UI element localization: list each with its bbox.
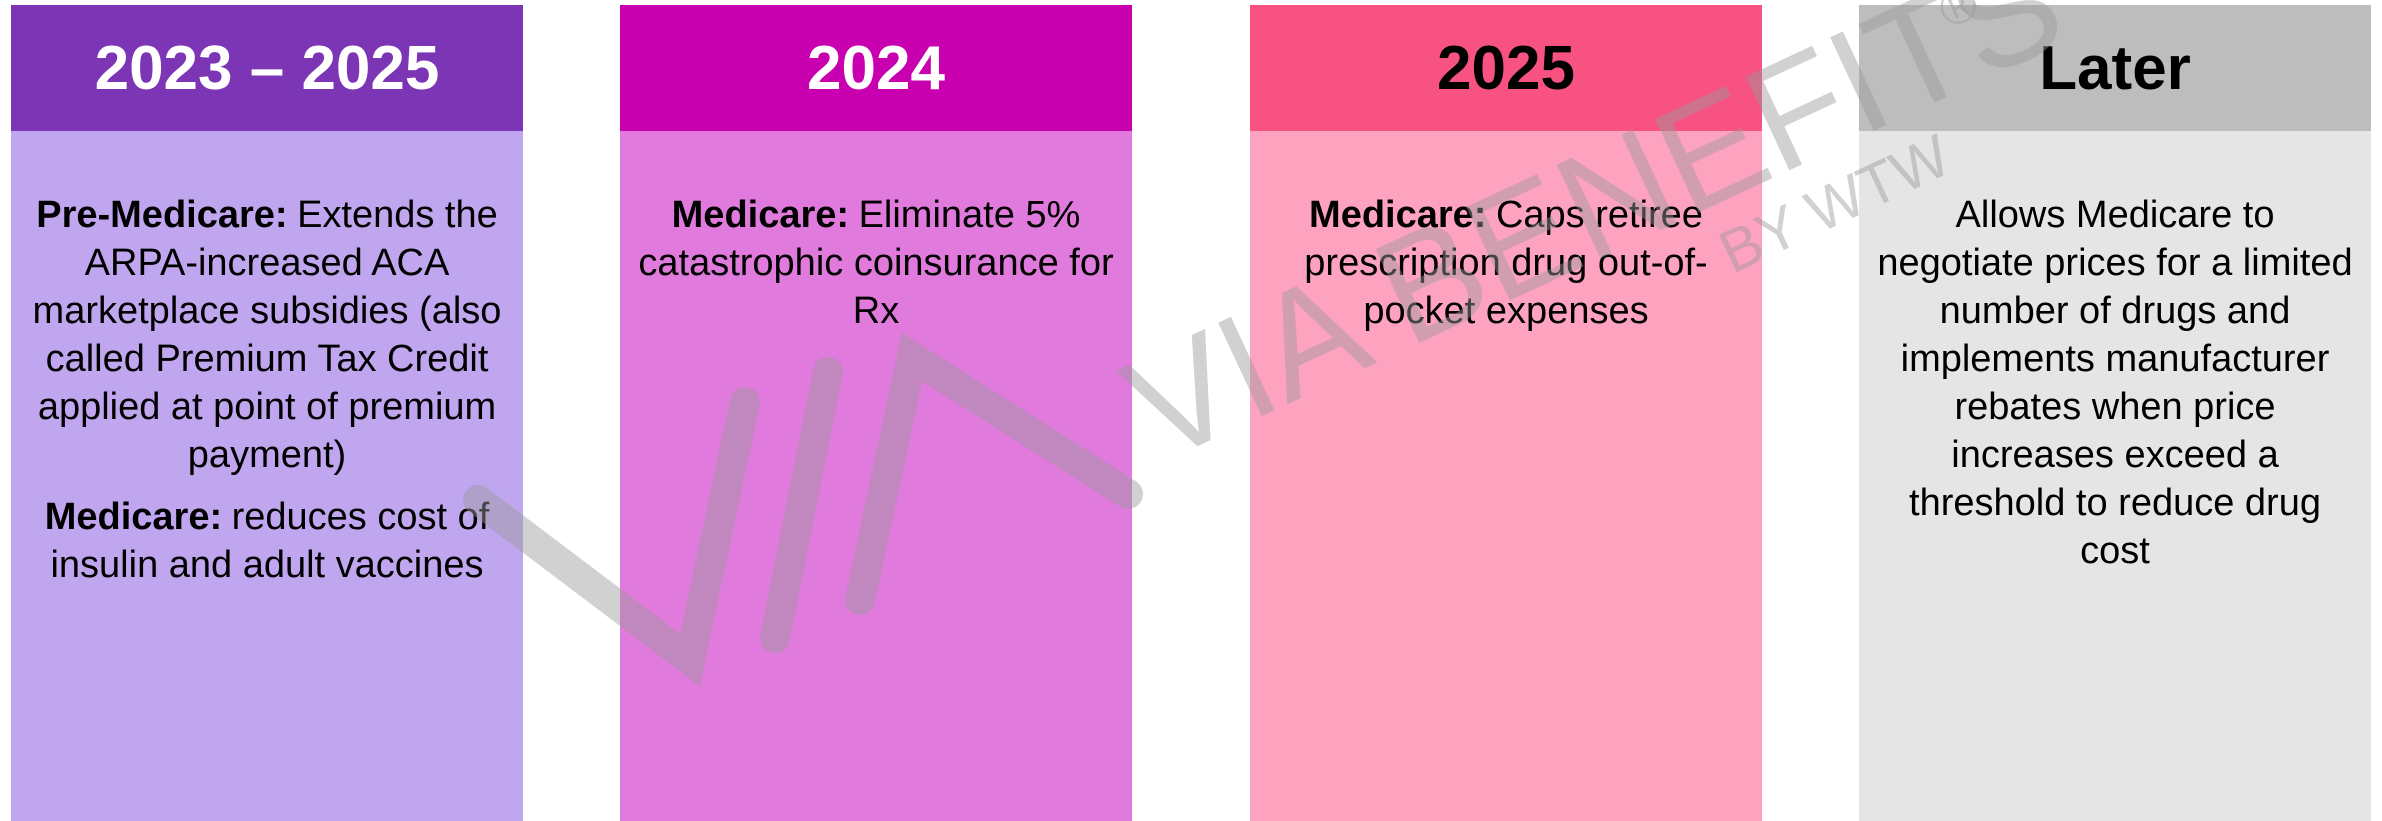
paragraph-lead: Medicare: xyxy=(44,496,223,538)
paragraph: Medicare: Eliminate 5% catastrophic coins… xyxy=(634,191,1118,335)
column-header: 2025 xyxy=(1250,5,1762,131)
paragraph: Allows Medicare to negotiate prices for … xyxy=(1873,191,2357,575)
paragraph: Pre-Medicare: Extends the ARPA-increased … xyxy=(25,191,509,479)
column: Later Allows Medicare to negotiate prices… xyxy=(1859,5,2371,821)
paragraph-text: Caps retiree prescription drug out-of-po… xyxy=(1304,194,1708,332)
column-header: 2023 – 2025 xyxy=(11,5,523,131)
column-body: Pre-Medicare: Extends the ARPA-increased … xyxy=(11,131,523,821)
paragraph-lead: Pre-Medicare: xyxy=(36,194,288,236)
column-header: 2024 xyxy=(620,5,1132,131)
column: 2023 – 2025 Pre-Medicare: Extends the ARPA… xyxy=(11,5,523,821)
paragraph: Medicare: Caps retiree prescription drug … xyxy=(1264,191,1748,335)
column: 2024 Medicare: Eliminate 5% catastrophic c… xyxy=(620,5,1132,821)
paragraph-lead: Medicare: xyxy=(671,194,850,236)
column-header: Later xyxy=(1859,5,2371,131)
column-body: Medicare: Caps retiree prescription drug … xyxy=(1250,131,1762,821)
paragraph-text: reduces cost of insulin and adult vaccin… xyxy=(50,496,490,586)
paragraph-text: Eliminate 5% catastrophic coinsurance fo… xyxy=(638,194,1114,332)
column: 2025 Medicare: Caps retiree prescription d… xyxy=(1250,5,1762,821)
paragraph: Medicare: reduces cost of insulin and adu… xyxy=(25,493,509,589)
paragraph-text: Extends the ARPA-increased ACA marketpla… xyxy=(32,194,502,476)
paragraph-lead: Medicare: xyxy=(1309,194,1487,236)
column-body: Allows Medicare to negotiate prices for … xyxy=(1859,131,2371,821)
paragraph-text: Allows Medicare to negotiate prices for … xyxy=(1877,194,2353,572)
column-body: Medicare: Eliminate 5% catastrophic coins… xyxy=(620,131,1132,821)
